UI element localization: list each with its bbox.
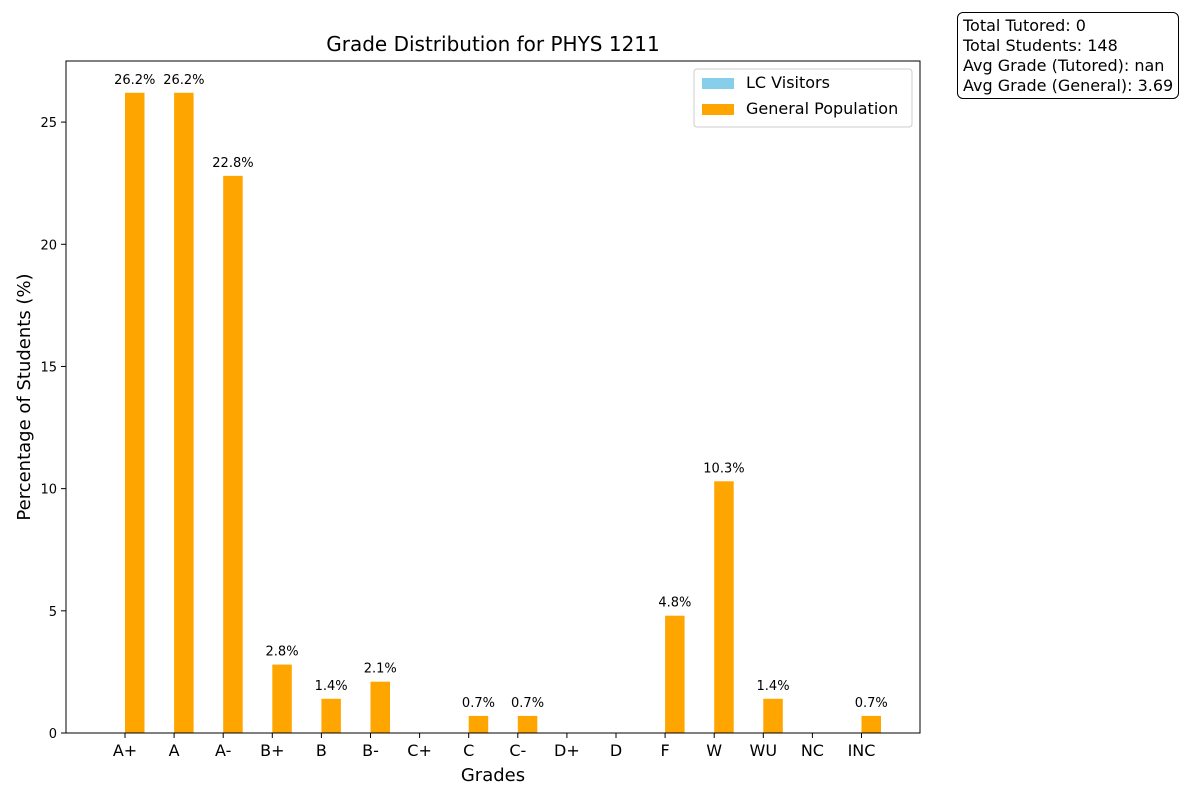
x-tick-label: F <box>660 741 669 760</box>
total-students-text: Total Students: 148 <box>963 36 1118 55</box>
x-tick-label: A+ <box>113 741 137 760</box>
data-labels-layer: 26.2% 26.2% 22.8% 2.8% 1.4% 2.1% 0.7% 0.7% 4.8% 1… <box>114 73 888 711</box>
bar-general-population <box>174 92 194 733</box>
bar-general-population <box>714 481 734 733</box>
avg-grade-tutored-text: Avg Grade (Tutored): nan <box>963 56 1165 75</box>
bar-general-population <box>272 664 292 733</box>
plot-frame <box>65 60 921 734</box>
y-tick-label: 25 <box>40 116 57 131</box>
x-tick-label: B+ <box>260 741 284 760</box>
x-tick-label: C+ <box>407 741 432 760</box>
y-tick-label: 20 <box>40 238 57 253</box>
bar-general-population <box>517 715 538 733</box>
x-tick-label: WU <box>750 741 778 760</box>
axes-layer: A+ A A- B+ B B- C+ C C- D+ D F W WU NC INC 0 5 10 15 20 25 <box>40 60 921 760</box>
y-tick-label: 10 <box>40 483 57 498</box>
x-tick-label: INC <box>848 741 876 760</box>
y-axis-label: Percentage of Students (%) <box>14 273 35 520</box>
bar-general-population <box>468 715 489 733</box>
x-tick-label: A- <box>215 741 231 760</box>
x-axis-label: Grades <box>461 765 525 786</box>
chart-title: Grade Distribution for PHYS 1211 <box>326 32 660 56</box>
bar-value-label: 26.2% <box>163 73 204 88</box>
x-tick-label: C- <box>509 741 526 760</box>
bars-layer <box>125 92 881 734</box>
bar-general-population <box>321 698 341 733</box>
bar-value-label: 0.7% <box>511 696 544 711</box>
x-tick-label: NC <box>801 741 824 760</box>
avg-grade-general-text: Avg Grade (General): 3.69 <box>963 76 1174 95</box>
summary-stats-box: Total Tutored: 0 Total Students: 148 Avg… <box>957 12 1180 99</box>
x-tick-label: D <box>610 741 622 760</box>
bar-value-label: 10.3% <box>703 461 744 476</box>
bar-value-label: 26.2% <box>114 73 155 88</box>
x-tick-label: A <box>169 741 180 760</box>
legend-box <box>693 68 913 128</box>
legend-swatch <box>702 104 734 115</box>
legend-swatch <box>702 78 734 89</box>
total-tutored-text: Total Tutored: 0 <box>963 16 1086 35</box>
bar-general-population <box>125 92 145 733</box>
bar-value-label: 2.1% <box>364 662 397 677</box>
bar-value-label: 22.8% <box>212 156 253 171</box>
legend: LC Visitors General Population <box>693 68 913 128</box>
bar-value-label: 4.8% <box>658 596 691 611</box>
x-tick-label: B <box>316 741 327 760</box>
y-tick-label: 15 <box>40 360 57 375</box>
y-tick-label: 0 <box>49 727 57 742</box>
bar-general-population <box>370 681 390 733</box>
legend-label: General Population <box>746 99 898 118</box>
x-tick-label: C <box>463 741 474 760</box>
x-tick-label: D+ <box>554 741 580 760</box>
bar-value-label: 1.4% <box>757 679 790 694</box>
bar-general-population <box>223 175 243 734</box>
bar-value-label: 2.8% <box>266 645 299 660</box>
y-tick-label: 5 <box>49 605 57 620</box>
bar-general-population <box>665 615 685 733</box>
bar-general-population <box>861 715 881 733</box>
bar-general-population <box>763 698 783 733</box>
bar-value-label: 0.7% <box>462 696 495 711</box>
legend-label: LC Visitors <box>746 73 830 92</box>
x-tick-label: B- <box>362 741 379 760</box>
bar-value-label: 1.4% <box>315 679 348 694</box>
bar-value-label: 0.7% <box>855 696 888 711</box>
x-tick-label: W <box>706 741 722 760</box>
